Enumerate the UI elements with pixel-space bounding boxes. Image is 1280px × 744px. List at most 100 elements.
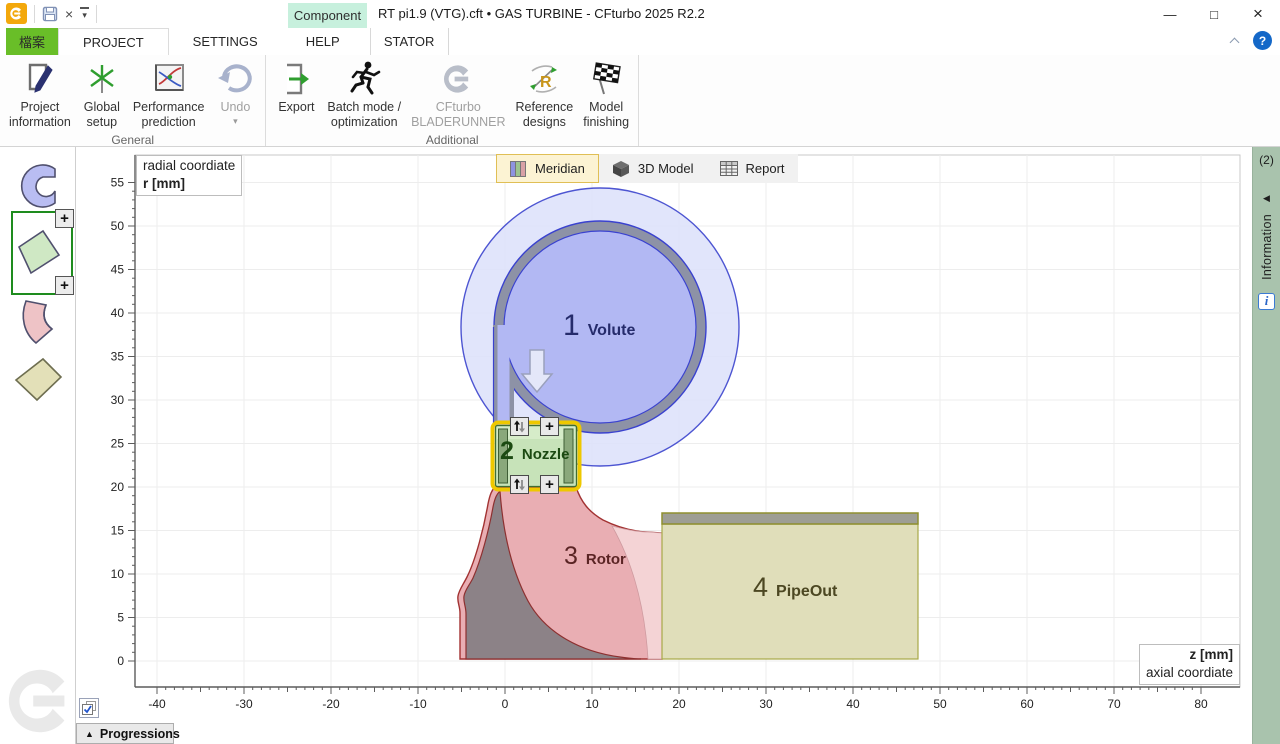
close-document-icon[interactable]: × — [65, 5, 74, 22]
pipeout-icon — [14, 357, 63, 402]
nozzle-swap-up-button[interactable] — [510, 417, 529, 436]
collapse-up-icon: ▲ — [85, 728, 94, 739]
batch-mode-optimization-button[interactable]: Batch mode / optimization — [322, 57, 406, 130]
axis-tick-label: 45 — [111, 263, 125, 277]
nozzle-add-before-button[interactable]: + — [540, 417, 559, 436]
maximize-button[interactable]: □ — [1210, 6, 1218, 22]
customize-quick-access-icon[interactable]: ▾ — [80, 6, 90, 21]
separator — [34, 4, 35, 23]
help-icon[interactable]: ? — [1253, 31, 1272, 50]
nozzle-swap-down-button[interactable] — [510, 475, 529, 494]
axis-tick-label: 25 — [111, 437, 125, 451]
axis-tick-label: 30 — [759, 697, 773, 711]
cfturbo-bladerunner-button[interactable]: CFturbo BLADERUNNER — [406, 57, 510, 130]
meridian-icon — [510, 160, 526, 177]
ribbon-group-additional: Export Batch mode / optimization — [266, 55, 640, 147]
nozzle-shape[interactable] — [490, 420, 582, 492]
project-information-button[interactable]: Project information — [4, 57, 76, 130]
global-setup-icon — [86, 60, 118, 98]
axis-tick-label: -30 — [235, 697, 253, 711]
volute-icon — [20, 164, 56, 208]
axis-tick-label: 35 — [111, 350, 125, 364]
rotor-hub-shape — [463, 489, 642, 660]
tab-project[interactable]: PROJECT — [58, 28, 169, 55]
rotor-shape[interactable] — [457, 486, 663, 660]
tab-3d-model[interactable]: 3D Model — [599, 154, 707, 183]
tab-settings[interactable]: SETTINGS — [192, 34, 258, 49]
model-finishing-flag-icon — [588, 60, 624, 98]
cfturbo-bladerunner-icon — [441, 60, 475, 98]
window-title: RT pi1.9 (VTG).cft • GAS TURBINE - CFtur… — [378, 6, 705, 21]
information-panel-label[interactable]: Information — [1259, 214, 1274, 280]
window-controls: — □ × — [1148, 0, 1280, 28]
tab-report[interactable]: Report — [707, 154, 798, 183]
tab-stator[interactable]: STATOR — [369, 28, 449, 55]
reference-designs-button[interactable]: R Reference designs — [511, 57, 579, 130]
y-axis-title: radial coordiate — [143, 158, 236, 173]
axis-tick-label: -20 — [322, 697, 340, 711]
cfturbo-swirl-icon — [10, 7, 21, 20]
undo-button[interactable]: Undo ▾ — [209, 57, 261, 127]
reference-designs-icon: R — [526, 60, 562, 98]
export-button[interactable]: Export — [270, 57, 322, 115]
selected-component-outline — [11, 211, 73, 295]
tab-help[interactable]: HELP — [305, 34, 340, 49]
performance-prediction-button[interactable]: Performance prediction — [128, 57, 210, 130]
axis-tick-label: 70 — [1107, 697, 1121, 711]
information-count-badge: (2) — [1259, 153, 1274, 167]
axis-ticks — [128, 182, 1202, 694]
caret-bar — [80, 6, 90, 9]
file-menu-tab[interactable]: 檔案 — [6, 28, 58, 55]
nozzle-add-after-button[interactable]: + — [540, 475, 559, 494]
axis-tick-label: 60 — [1020, 697, 1034, 711]
nozzle-icon — [17, 229, 61, 275]
add-component-before-button[interactable]: + — [55, 209, 74, 228]
axis-tick-label: 20 — [672, 697, 686, 711]
sidebar-item-volute[interactable] — [0, 161, 76, 211]
info-icon: i — [1258, 292, 1275, 310]
axis-tick-label: 15 — [111, 524, 125, 538]
progressions-label: Progressions — [99, 726, 180, 741]
save-icon[interactable] — [42, 6, 58, 22]
ribbon: Project information Global setup — [0, 55, 1280, 147]
cfturbo-watermark-icon — [2, 658, 80, 744]
quick-access-toolbar: × ▾ — [6, 3, 98, 24]
sidebar-item-nozzle[interactable] — [0, 227, 76, 277]
model-finishing-button[interactable]: Model finishing — [578, 57, 634, 130]
panel-expand-icon[interactable]: ◀ — [1263, 193, 1270, 203]
cfturbo-app-logo-icon[interactable] — [6, 3, 27, 24]
ribbon-group-label: Additional — [425, 132, 479, 147]
ribbon-group-label: General — [111, 132, 155, 147]
progressions-bar[interactable]: ▲ Progressions — [76, 723, 180, 744]
meridian-plot: -40 -30 -20 -10 0 10 20 30 40 50 60 70 80 0 5 10 15 20 25 3… — [111, 154, 1241, 712]
close-button[interactable]: × — [1253, 4, 1263, 23]
flow-direction-arrow — [520, 349, 554, 394]
y-axis-unit: r [mm] — [143, 175, 186, 191]
svg-text:R: R — [540, 74, 552, 91]
x-axis-title-box: z [mm] axial coordiate — [1138, 644, 1240, 686]
progressions-checkbox-button[interactable] — [79, 698, 99, 718]
collapse-ribbon-icon[interactable] — [1230, 36, 1240, 46]
axis-tick-labels: -40 -30 -20 -10 0 10 20 30 40 50 60 70 80 0 5 10 15 20 25 3… — [111, 176, 1208, 712]
swap-arrows-icon — [514, 420, 525, 433]
menu-tab-row: 檔案 PROJECT SETTINGS HELP STATOR ? — [0, 28, 1280, 55]
report-table-icon — [719, 161, 738, 176]
axis-tick-label: 55 — [111, 176, 125, 190]
pipeout-shape[interactable] — [661, 512, 919, 660]
cube-icon — [612, 160, 629, 177]
axis-tick-label: 50 — [111, 219, 125, 233]
axis-tick-label: 40 — [111, 306, 125, 320]
title-bar: × ▾ Component RT pi1.9 (VTG).cft • GAS T… — [0, 0, 1280, 28]
axis-tick-label: 5 — [117, 611, 124, 625]
export-icon — [280, 60, 312, 98]
sidebar-item-pipeout[interactable] — [0, 355, 76, 403]
separator — [96, 4, 98, 23]
tab-meridian[interactable]: Meridian — [496, 154, 599, 183]
global-setup-button[interactable]: Global setup — [76, 57, 128, 130]
batch-mode-runner-icon — [346, 60, 382, 98]
add-component-after-button[interactable]: + — [55, 276, 74, 295]
information-side-panel[interactable]: (2) ◀ Information i — [1252, 147, 1280, 744]
sidebar-item-rotor[interactable] — [0, 297, 76, 347]
minimize-button[interactable]: — — [1163, 6, 1177, 22]
performance-prediction-icon — [152, 60, 186, 98]
